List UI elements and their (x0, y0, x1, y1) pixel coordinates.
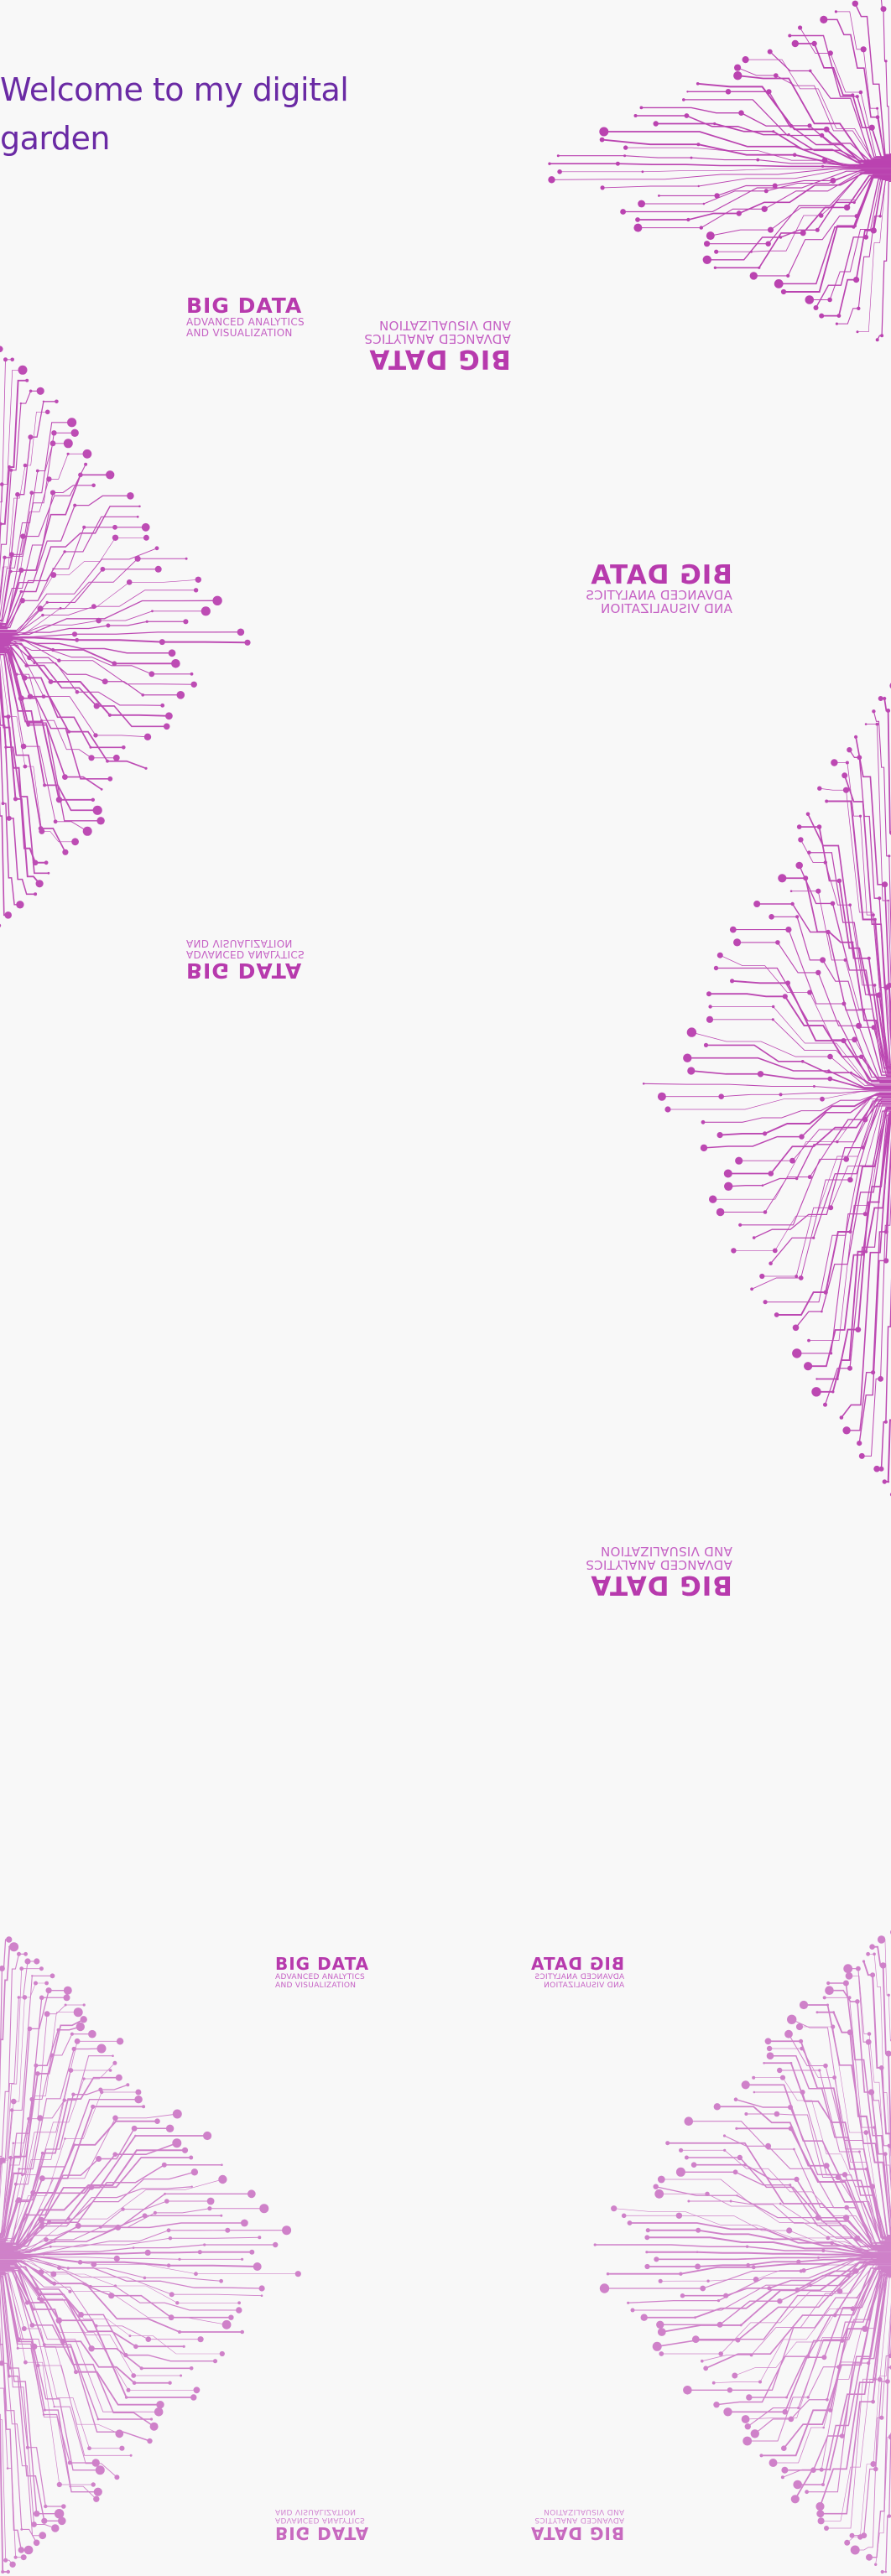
logo-tagline-1: ADVANCED ANALYTICS (186, 316, 305, 328)
page-title: Welcome to my digital garden (0, 71, 349, 157)
logo-wordmark: BIG DATA (530, 2523, 625, 2543)
logo-tagline-1: ADVANCED ANALYTICS (586, 588, 732, 603)
logo-wordmark: BIG DATA (530, 1954, 625, 1974)
logo-tagline-2: AND VISUALIZATION (186, 327, 293, 339)
logo-tagline-2: AND VISUALIZATION (600, 601, 732, 616)
circuit-tree-icon (642, 683, 891, 1497)
logo-tagline-2: AND VISUALIZATION (543, 1981, 625, 1990)
logo-wordmark: BIG DATA (590, 560, 732, 590)
circuit-tree-icon (548, 0, 891, 342)
big-data-logo: BIG DATA ADVANCED ANALYTICS AND VISUALIZ… (275, 1954, 370, 1991)
logo-tagline-1: ADVANCED ANALYTICS (534, 1973, 625, 1981)
big-data-logo-mirrored: BIG DATA ADVANCED ANALYTICS AND VISUALIZ… (530, 1954, 625, 1990)
logo-tagline-1: ADVANCED ANALYTICS (586, 1557, 732, 1572)
logo-tagline-2: AND VISUALIZATION (543, 2507, 625, 2516)
big-data-logo-flipped: BIG DATA ADVANCED ANALYTICS AND VISUALIZ… (186, 937, 305, 983)
logo-tagline-2: AND VISUALIZATION (600, 1544, 732, 1559)
logo-tagline-2: AND VISUALIZATION (275, 1981, 357, 1990)
big-data-logo: BIG DATA ADVANCED ANALYTICS AND VISUALIZ… (186, 295, 305, 339)
logo-wordmark: BIG DATA (275, 1954, 370, 1974)
big-data-logo-rotated: BIG DATA ADVANCED ANALYTICS AND VISUALIZ… (364, 318, 511, 374)
big-data-logo-flipped: BIG DATA ADVANCED ANALYTICS AND VISUALIZ… (275, 2507, 370, 2543)
logo-wordmark: BIG DATA (275, 2523, 370, 2543)
logo-tagline-1: ADVANCED ANALYTICS (275, 2516, 366, 2524)
logo-tagline-1: ADVANCED ANALYTICS (275, 1973, 366, 1981)
big-data-logo-rotated: BIG DATA ADVANCED ANALYTICS AND VISUALIZ… (530, 2507, 625, 2543)
logo-tagline-1: ADVANCED ANALYTICS (534, 2516, 625, 2524)
circuit-tree-icon (0, 1936, 301, 2574)
logo-wordmark: BIG DATA (590, 1570, 732, 1600)
logo-wordmark: BIG DATA (186, 293, 303, 318)
circuit-tree-icon (593, 1929, 891, 2576)
logo-wordmark: BIG DATA (186, 958, 303, 983)
logo-tagline-1: ADVANCED ANALYTICS (364, 331, 511, 346)
logo-tagline-2: AND VISUALIZATION (186, 937, 293, 949)
logo-wordmark: BIG DATA (368, 344, 511, 374)
big-data-logo-mirrored: BIG DATA ADVANCED ANALYTICS AND VISUALIZ… (586, 560, 732, 616)
logo-tagline-2: AND VISUALIZATION (275, 2507, 357, 2516)
circuit-tree-icon (0, 345, 251, 927)
logo-tagline-2: AND VISUALIZATION (378, 318, 511, 333)
logo-tagline-1: ADVANCED ANALYTICS (186, 948, 305, 960)
big-data-logo-rotated: BIG DATA ADVANCED ANALYTICS AND VISUALIZ… (586, 1544, 732, 1600)
